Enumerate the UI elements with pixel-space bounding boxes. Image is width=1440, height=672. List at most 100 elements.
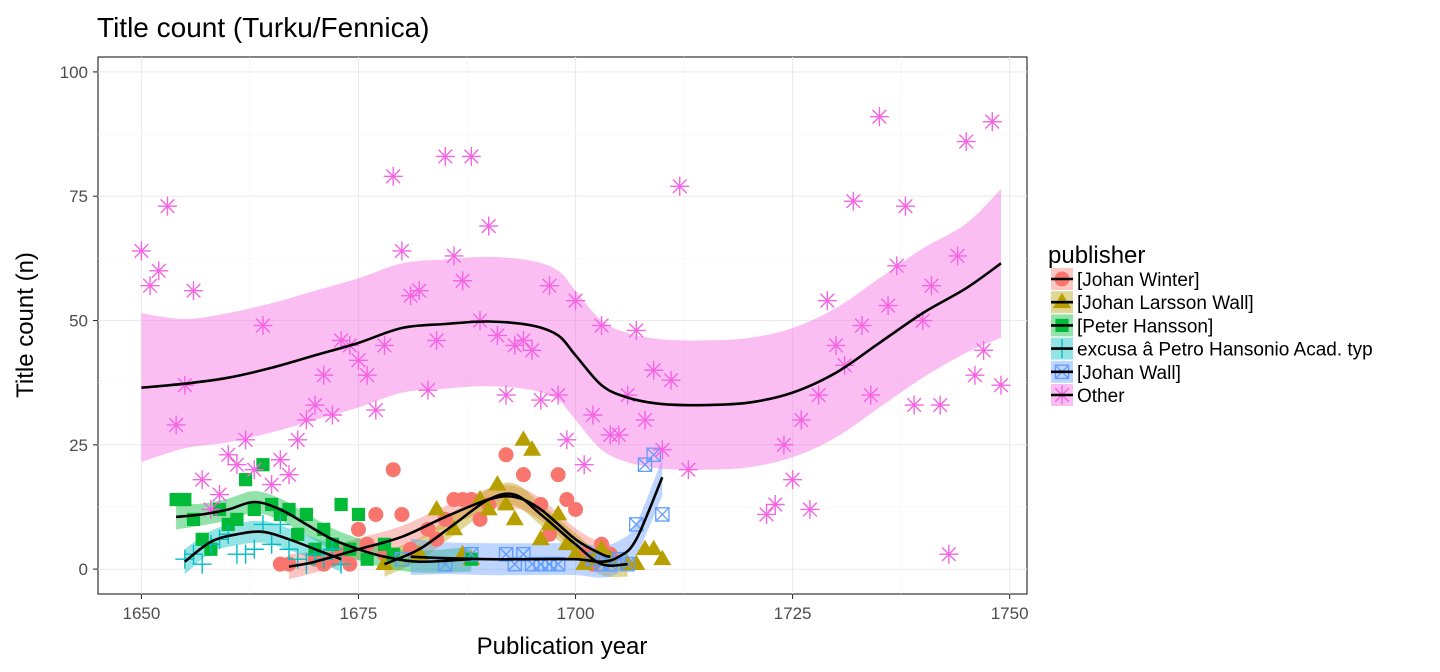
data-point (238, 473, 253, 487)
data-point (670, 176, 690, 196)
data-point (296, 410, 316, 430)
data-point (609, 425, 629, 445)
data-point (644, 360, 664, 380)
legend-label: [Johan Larsson Wall] (1077, 293, 1254, 314)
data-point (262, 534, 282, 554)
data-point (279, 539, 299, 559)
data-point (348, 350, 368, 370)
data-point (559, 492, 575, 508)
x-tick-label: 1750 (991, 604, 1029, 623)
data-point (574, 455, 594, 475)
data-point (757, 504, 777, 524)
x-axis-title: Publication year (477, 633, 648, 660)
data-point (366, 400, 386, 420)
data-point (878, 296, 898, 316)
data-point (637, 457, 653, 472)
y-tick-label: 75 (69, 187, 88, 206)
data-point (394, 506, 410, 522)
data-point (472, 511, 488, 527)
data-point (568, 501, 584, 517)
data-point (531, 529, 550, 546)
legend-marker (1052, 292, 1072, 309)
data-point (817, 291, 837, 311)
legend-title: publisher (1048, 242, 1145, 269)
data-point (635, 410, 655, 430)
chart-title: Title count (Turku/Fennica) (97, 12, 430, 43)
legend-label: [Johan Wall] (1077, 363, 1181, 384)
data-point (230, 512, 244, 527)
data-point (653, 549, 672, 566)
smooth-line (141, 262, 1002, 407)
data-point (566, 291, 586, 311)
data-point (974, 340, 994, 360)
data-point (210, 485, 230, 505)
data-point (548, 385, 568, 405)
data-point (247, 502, 261, 517)
data-point (887, 256, 907, 276)
data-point (861, 385, 881, 405)
data-point (522, 340, 542, 360)
smooth-line (184, 530, 342, 563)
legend-label: excusa â Petro Hansonio Acad. typ (1077, 340, 1373, 361)
data-point (800, 499, 820, 519)
data-point (360, 552, 374, 566)
data-point (895, 196, 915, 216)
data-point (843, 191, 863, 211)
data-point (192, 470, 212, 490)
data-point (270, 450, 290, 470)
data-point (385, 462, 401, 478)
data-point (418, 380, 438, 400)
data-point (281, 556, 297, 572)
data-point (227, 455, 247, 475)
smooth-line (410, 476, 664, 564)
data-point (444, 246, 464, 266)
data-point (869, 107, 889, 127)
legend-label: [Johan Winter] (1077, 270, 1200, 291)
data-point (982, 112, 1002, 132)
legend-label: Other (1077, 386, 1125, 407)
data-point (350, 521, 366, 537)
y-tick-label: 0 (79, 560, 88, 579)
data-point (375, 335, 395, 355)
data-point (305, 395, 325, 415)
data-point (368, 506, 384, 522)
smooth-line (175, 500, 472, 564)
data-point (566, 544, 585, 561)
data-point (444, 519, 463, 536)
y-axis-title: Title count (n) (12, 252, 39, 398)
data-point (541, 526, 557, 542)
data-point (514, 430, 533, 446)
data-point (557, 534, 576, 551)
legend-key (1051, 314, 1073, 337)
data-point (178, 492, 192, 507)
legend-key (1051, 360, 1073, 383)
data-point (175, 549, 195, 569)
legend-key (1051, 291, 1073, 314)
data-point (498, 447, 514, 463)
x-tick-label: 1675 (340, 604, 378, 623)
data-point (991, 375, 1011, 395)
y-tick-label: 100 (60, 63, 88, 82)
data-point (655, 507, 670, 522)
legend-label: [Peter Hansson] (1077, 316, 1213, 337)
data-point (201, 499, 221, 519)
data-point (652, 440, 672, 460)
data-point (435, 146, 455, 166)
data-point (279, 465, 299, 485)
data-point (149, 261, 169, 281)
x-tick-label: 1725 (774, 604, 812, 623)
data-point (644, 539, 663, 556)
data-point (375, 554, 394, 571)
data-point (166, 415, 186, 435)
data-point (453, 271, 473, 291)
data-point (765, 495, 785, 514)
data-point (479, 216, 499, 236)
data-point (852, 316, 872, 335)
data-point (826, 335, 846, 355)
data-point (550, 467, 566, 483)
data-point (357, 365, 377, 385)
data-point (218, 445, 238, 465)
data-point (904, 395, 924, 415)
data-point (427, 499, 446, 516)
